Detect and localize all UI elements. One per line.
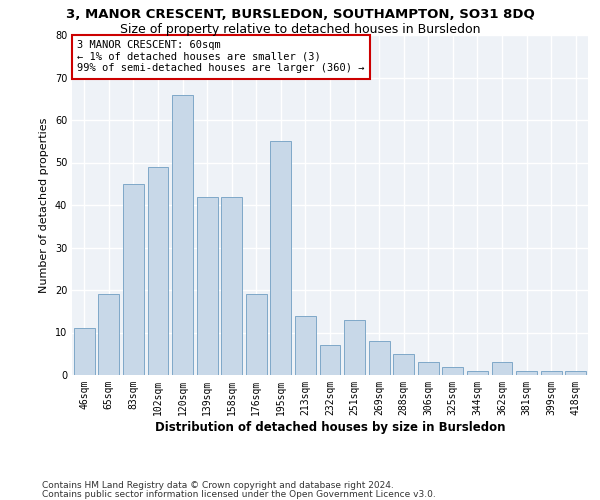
Bar: [467, 371, 488, 375]
Bar: [565, 371, 586, 375]
Bar: [541, 371, 562, 375]
Bar: [221, 196, 242, 375]
Bar: [271, 141, 292, 375]
Bar: [344, 320, 365, 375]
Bar: [295, 316, 316, 375]
Bar: [74, 328, 95, 375]
Bar: [172, 94, 193, 375]
Bar: [442, 366, 463, 375]
Text: 3 MANOR CRESCENT: 60sqm
← 1% of detached houses are smaller (3)
99% of semi-deta: 3 MANOR CRESCENT: 60sqm ← 1% of detached…: [77, 40, 365, 74]
Bar: [148, 167, 169, 375]
Bar: [368, 341, 389, 375]
Bar: [320, 345, 340, 375]
Bar: [418, 362, 439, 375]
Bar: [393, 354, 414, 375]
Bar: [98, 294, 119, 375]
Text: Size of property relative to detached houses in Bursledon: Size of property relative to detached ho…: [120, 22, 480, 36]
Bar: [197, 196, 218, 375]
Y-axis label: Number of detached properties: Number of detached properties: [39, 118, 49, 292]
X-axis label: Distribution of detached houses by size in Bursledon: Distribution of detached houses by size …: [155, 420, 505, 434]
Bar: [123, 184, 144, 375]
Bar: [516, 371, 537, 375]
Text: Contains public sector information licensed under the Open Government Licence v3: Contains public sector information licen…: [42, 490, 436, 499]
Text: Contains HM Land Registry data © Crown copyright and database right 2024.: Contains HM Land Registry data © Crown c…: [42, 481, 394, 490]
Bar: [491, 362, 512, 375]
Text: 3, MANOR CRESCENT, BURSLEDON, SOUTHAMPTON, SO31 8DQ: 3, MANOR CRESCENT, BURSLEDON, SOUTHAMPTO…: [65, 8, 535, 20]
Bar: [246, 294, 267, 375]
